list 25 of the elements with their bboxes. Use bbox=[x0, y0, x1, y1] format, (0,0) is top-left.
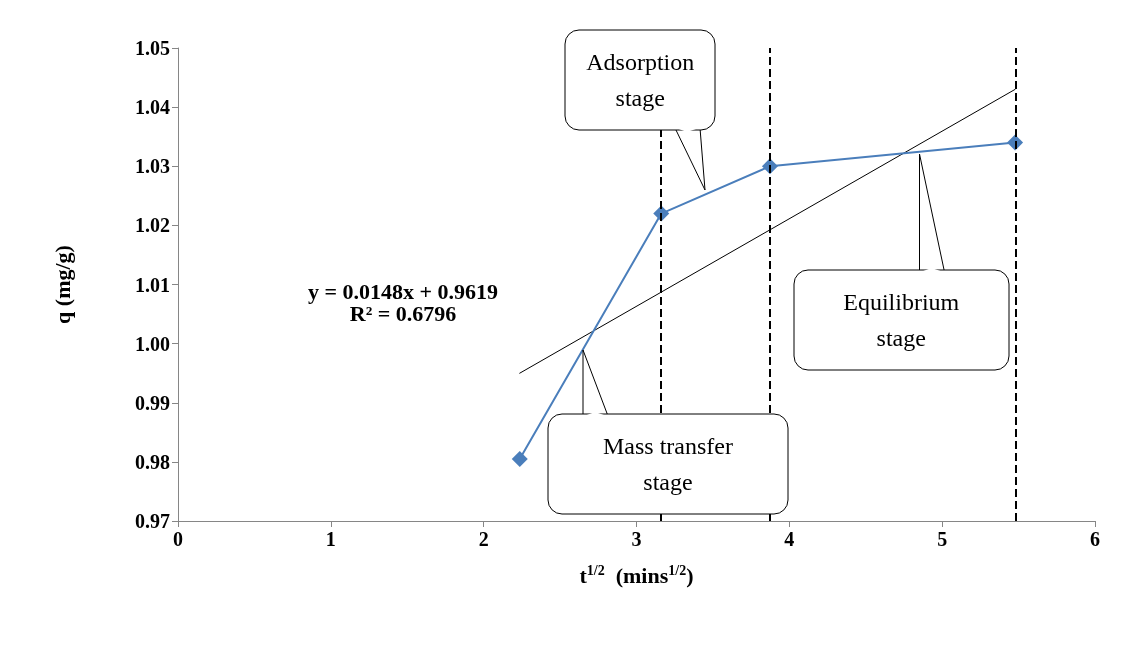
y-tick-label: 0.97 bbox=[135, 510, 170, 532]
annotation: y = 0.0148x + 0.9619 R² = 0.6796 bbox=[308, 278, 499, 326]
x-tick-label: 5 bbox=[937, 528, 948, 550]
x-tick-label: 4 bbox=[784, 528, 795, 550]
callout: Equilibrium stage bbox=[791, 152, 1011, 373]
y-tick-label: 1.04 bbox=[135, 96, 170, 119]
y-tick-label: 1.02 bbox=[135, 214, 170, 237]
y-tick-label: 1.01 bbox=[135, 273, 170, 296]
x-tick-label: 6 bbox=[1090, 528, 1100, 550]
annotation: Equilibrium stage bbox=[842, 288, 961, 354]
x-tick-label: 2 bbox=[478, 528, 489, 550]
y-tick-label: 1.00 bbox=[135, 332, 170, 355]
x-tick-label: 0 bbox=[173, 528, 183, 550]
y-tick-label: 0.98 bbox=[135, 450, 170, 473]
y-tick-label: 0.99 bbox=[135, 391, 170, 414]
y-tick-label: 1.05 bbox=[135, 37, 170, 59]
callout: Mass transfer stage bbox=[546, 347, 790, 516]
x-tick-label: 3 bbox=[631, 528, 642, 550]
callout: Adsorption stage bbox=[563, 27, 718, 192]
y-tick-label: 1.03 bbox=[135, 155, 170, 178]
point bbox=[511, 450, 528, 467]
x-tick-label: 1 bbox=[325, 528, 336, 550]
annotation: Mass transfer stage bbox=[602, 431, 734, 497]
y-axis-title: q (mg/g) bbox=[49, 245, 75, 324]
annotation: Adsorption stage bbox=[585, 47, 696, 113]
